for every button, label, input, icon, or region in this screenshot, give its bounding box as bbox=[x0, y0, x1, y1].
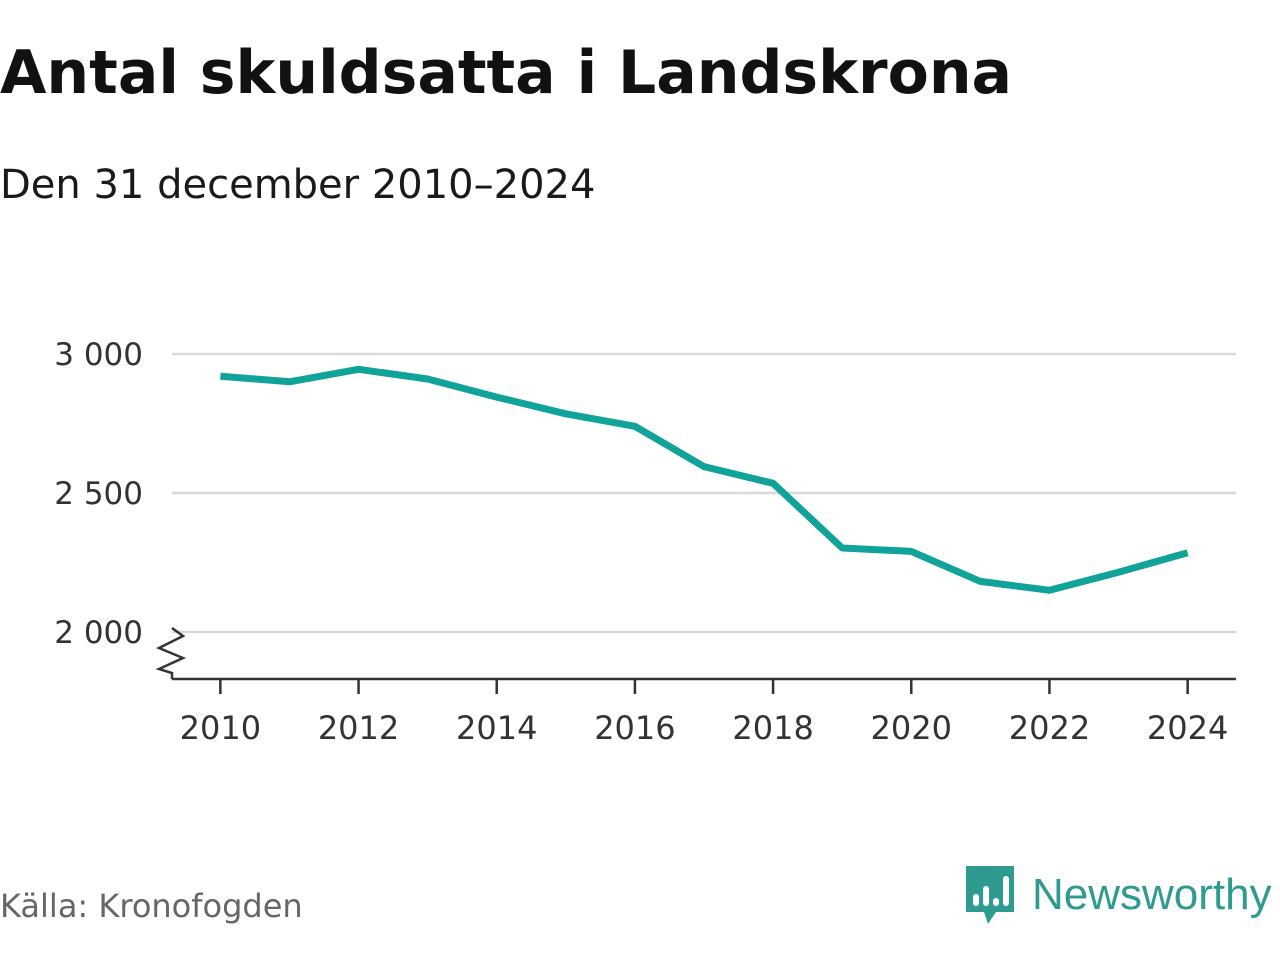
y-axis-tick-labels: 2 000 2 500 3 000 bbox=[54, 337, 143, 651]
x-axis-tick-labels: 2010 2012 2014 2016 2018 2020 2022 2024 bbox=[180, 709, 1229, 747]
chart-subtitle: Den 31 december 2010–2024 bbox=[0, 162, 596, 208]
x-tick-label: 2014 bbox=[456, 709, 537, 747]
series-line bbox=[220, 365, 1189, 594]
series-lines bbox=[220, 365, 1189, 594]
y-tick-label: 2 500 bbox=[54, 476, 143, 512]
gridlines bbox=[172, 352, 1236, 634]
x-tick-label: 2016 bbox=[594, 709, 675, 747]
x-tick-label: 2020 bbox=[871, 709, 952, 747]
x-tick-label: 2024 bbox=[1147, 709, 1228, 747]
x-tick-label: 2018 bbox=[732, 709, 813, 747]
brand: Newsworthy bbox=[964, 864, 1272, 926]
x-tick-label: 2010 bbox=[180, 709, 261, 747]
y-tick-label: 2 000 bbox=[54, 615, 143, 651]
y-tick-label: 3 000 bbox=[54, 337, 143, 373]
newsworthy-logo-icon bbox=[966, 866, 1014, 924]
x-axis bbox=[155, 626, 1236, 694]
chart-title: Antal skuldsatta i Landskrona bbox=[0, 38, 1013, 108]
brand-name: Newsworthy bbox=[1032, 870, 1272, 919]
x-tick-label: 2022 bbox=[1009, 709, 1090, 747]
x-tick-label: 2012 bbox=[318, 709, 399, 747]
source-note: Källa: Kronofogden bbox=[0, 887, 303, 925]
y-axis-break bbox=[155, 626, 187, 679]
